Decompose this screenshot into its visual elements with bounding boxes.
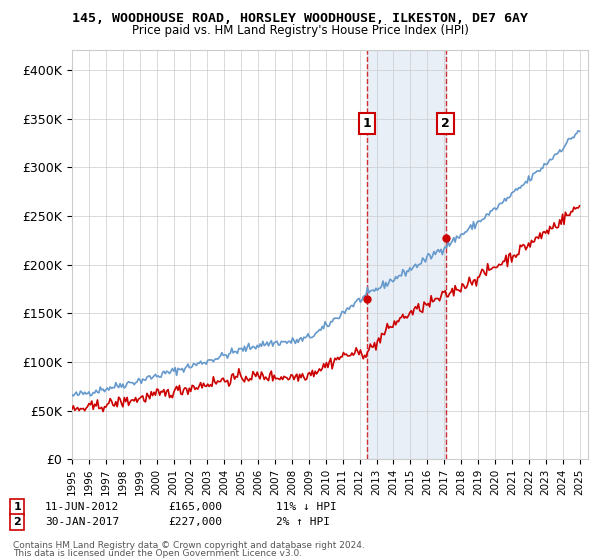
Text: 2: 2 [441,117,450,130]
Bar [367,50,446,459]
Text: 1: 1 [362,117,371,130]
Text: 30-JAN-2017: 30-JAN-2017 [45,517,119,527]
Text: £165,000: £165,000 [168,502,222,512]
Text: 2% ↑ HPI: 2% ↑ HPI [276,517,330,527]
Text: 1: 1 [13,502,21,512]
Text: 2: 2 [13,517,21,527]
Text: £227,000: £227,000 [168,517,222,527]
Text: 11% ↓ HPI: 11% ↓ HPI [276,502,337,512]
Text: Contains HM Land Registry data © Crown copyright and database right 2024.: Contains HM Land Registry data © Crown c… [13,541,365,550]
Text: 145, WOODHOUSE ROAD, HORSLEY WOODHOUSE, ILKESTON, DE7 6AY: 145, WOODHOUSE ROAD, HORSLEY WOODHOUSE, … [72,12,528,25]
Text: 11-JUN-2012: 11-JUN-2012 [45,502,119,512]
Text: This data is licensed under the Open Government Licence v3.0.: This data is licensed under the Open Gov… [13,549,302,558]
Text: Price paid vs. HM Land Registry's House Price Index (HPI): Price paid vs. HM Land Registry's House … [131,24,469,37]
